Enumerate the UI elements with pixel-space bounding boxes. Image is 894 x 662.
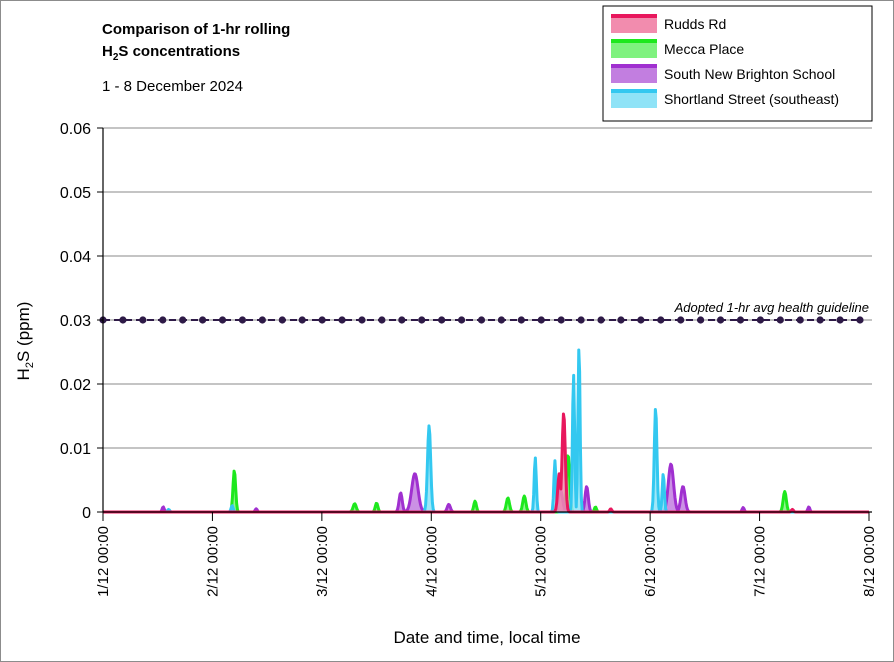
series-line-2 (102, 462, 870, 514)
guideline-marker-24 (577, 316, 585, 324)
guideline-marker-35 (796, 316, 804, 324)
series-0 (102, 412, 870, 514)
legend-label-1: Mecca Place (664, 41, 744, 57)
guideline-marker-10 (298, 316, 306, 324)
guideline-marker-15 (398, 316, 406, 324)
guideline-marker-36 (816, 316, 824, 324)
x-tick-label-7: 8/12 00:00 (861, 526, 878, 597)
guideline-marker-21 (517, 316, 525, 324)
guideline-marker-11 (318, 316, 326, 324)
legend-label-3: Shortland Street (southeast) (664, 91, 839, 107)
guideline-marker-2 (139, 316, 147, 324)
guideline-marker-34 (776, 316, 784, 324)
guideline-marker-32 (736, 316, 745, 324)
x-tick-label-3: 4/12 00:00 (423, 526, 440, 597)
guideline-marker-28 (657, 316, 665, 324)
guideline-marker-26 (617, 316, 625, 324)
series-line-0 (102, 412, 870, 514)
series-3 (102, 348, 870, 514)
guideline-marker-17 (438, 316, 446, 324)
x-tick-label-5: 6/12 00:00 (642, 526, 659, 597)
x-tick-label-1: 2/12 00:00 (204, 526, 221, 597)
guideline-marker-37 (836, 316, 844, 324)
guideline-marker-22 (537, 316, 545, 324)
series-area-0 (103, 413, 869, 512)
y-tick-label-3: 0.03 (60, 313, 91, 330)
legend-swatch-2 (611, 64, 657, 83)
guideline-marker-33 (756, 316, 764, 324)
y-axis-label: H2S (ppm) (14, 302, 36, 381)
x-tick-label-6: 7/12 00:00 (752, 526, 769, 597)
chart-title-line2: H2S concentrations (102, 43, 240, 63)
x-tick-label-4: 5/12 00:00 (533, 526, 550, 597)
guideline-marker-12 (338, 316, 346, 324)
guideline-marker-5 (199, 316, 207, 324)
title-suffix: S concentrations (118, 43, 240, 60)
legend-entry-1: Mecca Place (611, 39, 744, 58)
legend: Rudds Rd Mecca Place South New Brighton Sc… (602, 5, 873, 122)
guideline-marker-1 (119, 316, 127, 324)
guideline-marker-19 (477, 316, 486, 324)
guideline-marker-6 (218, 316, 227, 324)
series-area-2 (103, 464, 869, 512)
y-tick-label-2: 0.02 (60, 377, 91, 394)
series-areas (102, 348, 870, 514)
guideline-marker-29 (677, 316, 685, 324)
x-ticks: 1/12 00:00 2/12 00:00 3/12 00:00 4/12 00:00… (95, 512, 878, 597)
ylabel-suffix: S (ppm) (14, 302, 33, 362)
guideline-marker-31 (716, 316, 725, 324)
series-area-3 (103, 350, 869, 512)
title-sub: 2 (113, 52, 119, 63)
guideline-marker-4 (179, 316, 187, 324)
guideline-marker-8 (258, 316, 266, 324)
y-tick-label-5: 0.05 (60, 185, 91, 202)
series-1 (102, 454, 870, 514)
legend-swatch-0 (611, 14, 657, 33)
legend-entry-2: South New Brighton School (611, 64, 835, 83)
guideline-marker-30 (697, 316, 705, 324)
series-line-3 (102, 348, 870, 514)
series-line-1 (102, 454, 870, 514)
x-tick-label-0: 1/12 00:00 (95, 526, 112, 597)
y-tick-label-6: 0.06 (60, 121, 91, 138)
title-h: H (102, 43, 113, 60)
guideline-marker-38 (856, 316, 864, 324)
legend-label-0: Rudds Rd (664, 16, 726, 32)
ylabel-h: H (14, 368, 33, 380)
guideline-marker-20 (497, 316, 506, 324)
x-tick-label-2: 3/12 00:00 (314, 526, 331, 597)
gridlines (103, 127, 872, 449)
guideline-marker-7 (238, 316, 247, 324)
series-area-1 (103, 455, 869, 512)
legend-swatch-1 (611, 39, 657, 58)
legend-entry-3: Shortland Street (southeast) (611, 89, 839, 108)
chart-subtitle: 1 - 8 December 2024 (102, 78, 243, 95)
guideline-marker-13 (358, 316, 366, 324)
guideline-marker-14 (378, 316, 386, 324)
guideline-label: Adopted 1-hr avg health guideline (674, 300, 869, 315)
y-tick-label-1: 0.01 (60, 441, 91, 458)
guideline: Adopted 1-hr avg health guideline (99, 300, 869, 324)
guideline-marker-27 (637, 316, 645, 324)
guideline-marker-16 (418, 316, 426, 324)
guideline-marker-18 (457, 316, 466, 324)
x-axis-label: Date and time, local time (393, 628, 580, 647)
guideline-marker-9 (278, 316, 286, 324)
ylabel-sub: 2 (24, 362, 36, 368)
y-tick-label-0: 0 (82, 505, 91, 522)
guideline-marker-25 (597, 316, 605, 324)
legend-label-2: South New Brighton School (664, 66, 835, 82)
chart-title-line1: Comparison of 1-hr rolling (102, 21, 290, 38)
legend-swatch-3 (611, 89, 657, 108)
legend-entry-0: Rudds Rd (611, 14, 726, 33)
y-tick-label-4: 0.04 (60, 249, 91, 266)
series-2 (102, 462, 870, 514)
y-ticks: 0 0.01 0.02 0.03 0.04 0.05 0.06 (60, 121, 103, 522)
guideline-marker-23 (557, 316, 565, 324)
guideline-marker-3 (159, 316, 167, 324)
